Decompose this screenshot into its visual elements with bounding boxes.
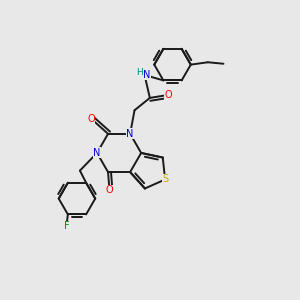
Text: S: S	[162, 175, 168, 184]
Text: N: N	[126, 129, 134, 139]
Text: F: F	[64, 221, 69, 231]
Text: O: O	[87, 113, 95, 124]
Text: N: N	[143, 70, 151, 80]
Text: O: O	[164, 90, 172, 100]
Text: O: O	[106, 185, 113, 195]
Text: N: N	[93, 148, 101, 158]
Text: H: H	[136, 68, 142, 77]
